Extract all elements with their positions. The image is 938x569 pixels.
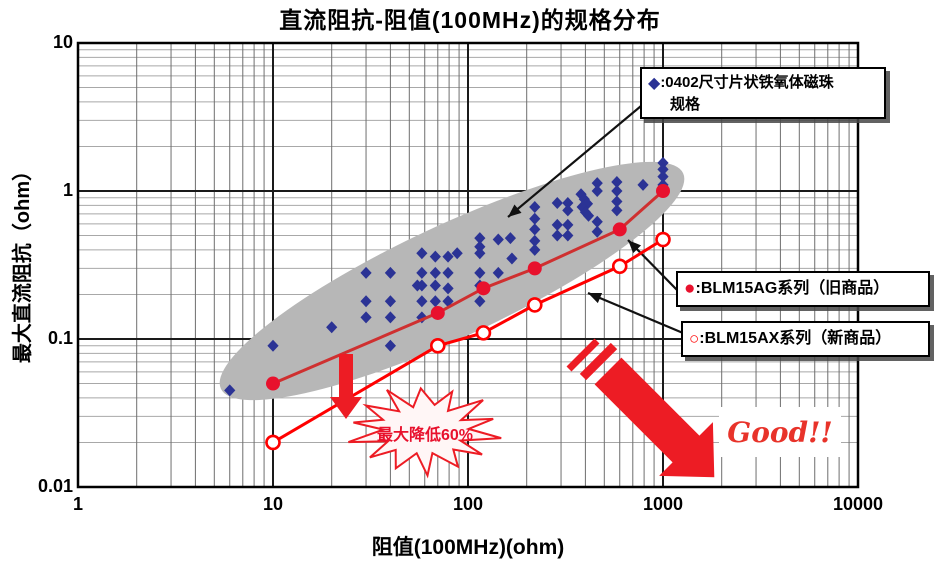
y-tick-label: 1 [62,180,73,200]
x-tick-label: 1 [72,494,83,514]
x-axis-label: 阻值(100MHz)(ohm) [371,536,565,559]
good-label: Good!! [727,415,833,449]
legend-blm15ax-series: ○:BLM15AX系列（新商品） [681,321,930,357]
legend-blm15ax-label: :BLM15AX系列（新商品） [699,330,892,347]
legend-blm15ag-series: ●:BLM15AG系列（旧商品） [676,271,930,307]
legend-ferrite-bead-label: :0402尺寸片状铁氧体磁珠 [660,74,834,91]
x-tick-label: 10000 [832,494,884,514]
diamond-marker-icon: ◆ [648,75,661,92]
good-callout-box: Good!! [719,407,841,457]
chart-title: 直流阻抗-阻值(100MHz)的规格分布 [279,7,661,33]
max-reduction-callout: 最大降低60% [376,427,474,444]
x-tick-label: 10 [262,494,284,514]
legend-ferrite-bead-spec: ◆:0402尺寸片状铁氧体磁珠 规格 [640,67,886,119]
y-tick-label: 0.1 [47,328,73,348]
y-tick-label: 10 [52,32,73,52]
y-axis-label: 最大直流阻抗（ohm） [12,160,34,364]
legend-ferrite-bead-label-line2: 规格 [670,96,701,113]
x-tick-label: 1000 [642,494,684,514]
legend-blm15ag-label: :BLM15AG系列（旧商品） [695,280,890,297]
x-tick-label: 100 [452,494,484,514]
filled-circle-marker-icon: ● [684,278,696,299]
y-tick-label: 0.01 [37,476,73,496]
open-circle-marker-icon: ○ [689,329,700,348]
